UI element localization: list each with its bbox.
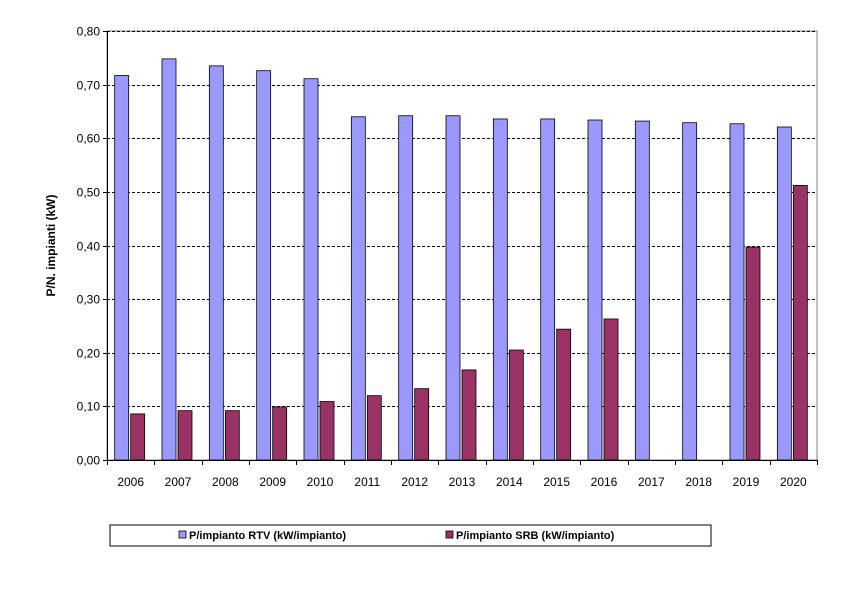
x-tick-label: 2013 — [449, 475, 476, 489]
y-tick-labels: 0,00 0,10 0,20 0,30 0,40 0,50 0,60 0,70 0,80 — [77, 25, 107, 468]
bar-rtv-2016 — [587, 119, 603, 461]
bar-srb-2016 — [603, 318, 619, 461]
bar-rtv-2017 — [634, 120, 650, 461]
bar-rtv-2020 — [776, 126, 792, 461]
bar-rtv-2013 — [445, 115, 461, 461]
x-tick-label: 2016 — [591, 475, 618, 489]
y-tick-label: 0,00 — [77, 454, 101, 468]
bar-srb-2013 — [461, 369, 477, 461]
x-tick-label: 2008 — [212, 475, 239, 489]
x-tick-label: 2009 — [259, 475, 286, 489]
bar-rtv-2009 — [256, 70, 272, 461]
bar-srb-2012 — [414, 388, 430, 461]
bar-rtv-2008 — [208, 65, 224, 461]
bar-srb-2006 — [130, 413, 146, 461]
bar-srb-2020 — [792, 185, 808, 461]
x-tick-label: 2018 — [685, 475, 712, 489]
legend-label: P/impianto RTV (kW/impianto) — [189, 530, 346, 542]
x-tick-label: 2012 — [401, 475, 428, 489]
bar-srb-2014 — [508, 349, 524, 461]
legend-swatch — [178, 530, 187, 539]
bar-srb-2009 — [272, 406, 288, 461]
legend-box — [109, 524, 712, 547]
bar-srb-2015 — [556, 328, 572, 461]
x-tick-label: 2010 — [307, 475, 334, 489]
y-tick-label: 0,80 — [77, 25, 101, 39]
y-tick-label: 0,70 — [77, 79, 101, 93]
axes — [107, 31, 817, 461]
y-tick-label: 0,40 — [77, 240, 101, 254]
x-tick-label: 2011 — [354, 475, 380, 489]
bar-rtv-2014 — [492, 118, 508, 461]
x-tick-label: 2007 — [165, 475, 192, 489]
y-tick-label: 0,50 — [77, 186, 101, 200]
y-tick-label: 0,60 — [77, 132, 101, 146]
y-axis-label: P/N. impianti (kW) — [44, 194, 58, 296]
x-tick-label: 2019 — [733, 475, 760, 489]
bar-rtv-2019 — [729, 123, 745, 461]
y-tick-label: 0,10 — [77, 400, 101, 414]
bar-rtv-2015 — [540, 118, 556, 461]
bar-rtv-2011 — [350, 116, 366, 461]
x-tick-label: 2006 — [117, 475, 144, 489]
x-tick-label: 2020 — [780, 475, 807, 489]
bar-srb-2010 — [319, 401, 335, 461]
bar-rtv-2018 — [682, 122, 698, 461]
legend-swatch — [445, 530, 454, 539]
bar-srb-2007 — [177, 410, 193, 461]
x-tick-labels: 2006 2007 2008 2009 2010 2011 2012 2013 2014 2015… — [107, 460, 818, 489]
x-tick-label: 2015 — [543, 475, 570, 489]
x-tick-label: 2017 — [638, 475, 665, 489]
bar-srb-2019 — [745, 246, 761, 461]
x-tick-label: 2014 — [496, 475, 523, 489]
legend-label: P/impianto SRB (kW/impianto) — [456, 530, 615, 542]
legend: P/impianto RTV (kW/impianto) P/impianto S… — [109, 524, 712, 547]
bar-rtv-2010 — [303, 78, 319, 461]
bar-srb-2011 — [366, 395, 382, 461]
y-tick-label: 0,30 — [77, 293, 101, 307]
bar-rtv-2012 — [398, 115, 414, 461]
bar-srb-2008 — [224, 410, 240, 461]
y-tick-label: 0,20 — [77, 347, 101, 361]
bar-rtv-2006 — [114, 75, 130, 461]
bar-rtv-2007 — [161, 58, 177, 461]
